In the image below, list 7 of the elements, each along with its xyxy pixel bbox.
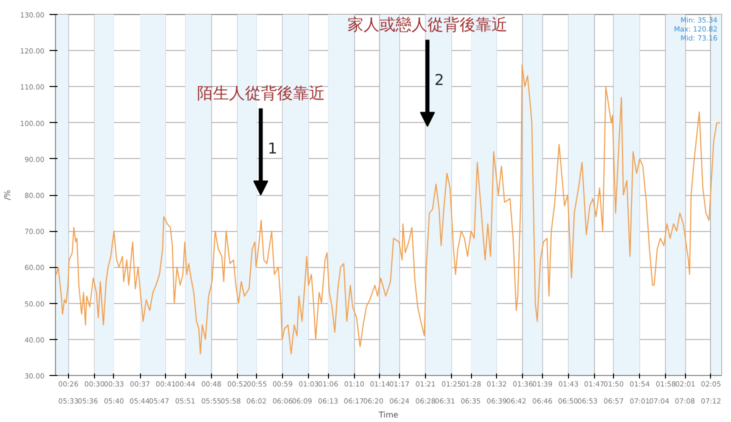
annotation: 家人或戀人從背後靠近 xyxy=(347,14,508,34)
line-series xyxy=(56,64,721,354)
x-axis-title: Time xyxy=(378,410,398,420)
y-axis-title: /% xyxy=(3,189,12,200)
annotation: 陌生人從背後靠近 xyxy=(196,83,325,102)
annotation: 2 xyxy=(434,70,444,89)
annotation: 1 xyxy=(268,140,278,158)
